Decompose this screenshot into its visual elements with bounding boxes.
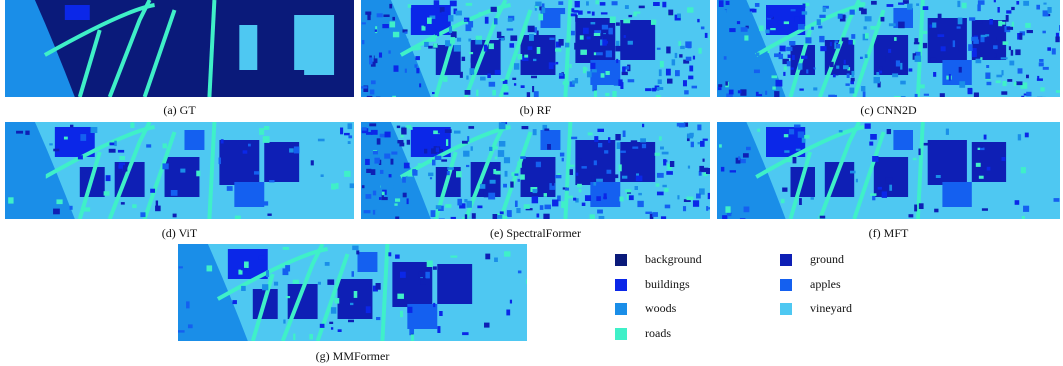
classification-map-vit — [5, 122, 354, 219]
legend-label-roads: roads — [645, 326, 671, 340]
legend-label-ground: ground — [810, 252, 844, 266]
classification-map-cnn2d — [717, 0, 1060, 97]
legend-swatch-background — [615, 253, 627, 266]
map-graphic — [5, 122, 354, 219]
classification-map-rf — [361, 0, 710, 97]
legend-label-woods: woods — [645, 301, 677, 315]
caption-spectralformer: (e) SpectralFormer — [490, 226, 581, 240]
map-graphic — [717, 122, 1060, 219]
classification-map-spectralformer — [361, 122, 710, 219]
map-graphic — [717, 0, 1060, 97]
legend-swatch-roads — [615, 327, 627, 340]
map-graphic — [5, 0, 354, 97]
legend-item-woods: woods — [615, 301, 676, 316]
legend-swatch-buildings — [615, 278, 627, 291]
legend-item-vineyard: vineyard — [780, 301, 852, 316]
legend-swatch-vineyard — [780, 302, 792, 315]
caption-mmformer: (g) MMFormer — [315, 349, 390, 363]
legend-swatch-woods — [615, 302, 627, 315]
legend-item-ground: ground — [780, 252, 844, 267]
legend-item-apples: apples — [780, 277, 841, 292]
legend-label-vineyard: vineyard — [810, 301, 852, 315]
legend-item-buildings: buildings — [615, 277, 690, 292]
legend-swatch-ground — [780, 253, 792, 266]
map-graphic — [361, 0, 710, 97]
legend-label-apples: apples — [810, 277, 841, 291]
map-graphic — [361, 122, 710, 219]
legend-label-buildings: buildings — [645, 277, 690, 291]
caption-rf: (b) RF — [519, 103, 552, 117]
classification-map-gt — [5, 0, 354, 97]
legend-swatch-apples — [780, 278, 792, 291]
legend-item-background: background — [615, 252, 702, 267]
legend-label-background: background — [645, 252, 702, 266]
caption-mft: (f) MFT — [868, 226, 909, 240]
classification-map-mft — [717, 122, 1060, 219]
classification-map-mmformer — [178, 244, 527, 341]
map-graphic — [178, 244, 527, 341]
caption-cnn2d: (c) CNN2D — [860, 103, 917, 117]
legend-item-roads: roads — [615, 326, 671, 341]
caption-vit: (d) ViT — [161, 226, 198, 240]
caption-gt: (a) GT — [163, 103, 196, 117]
